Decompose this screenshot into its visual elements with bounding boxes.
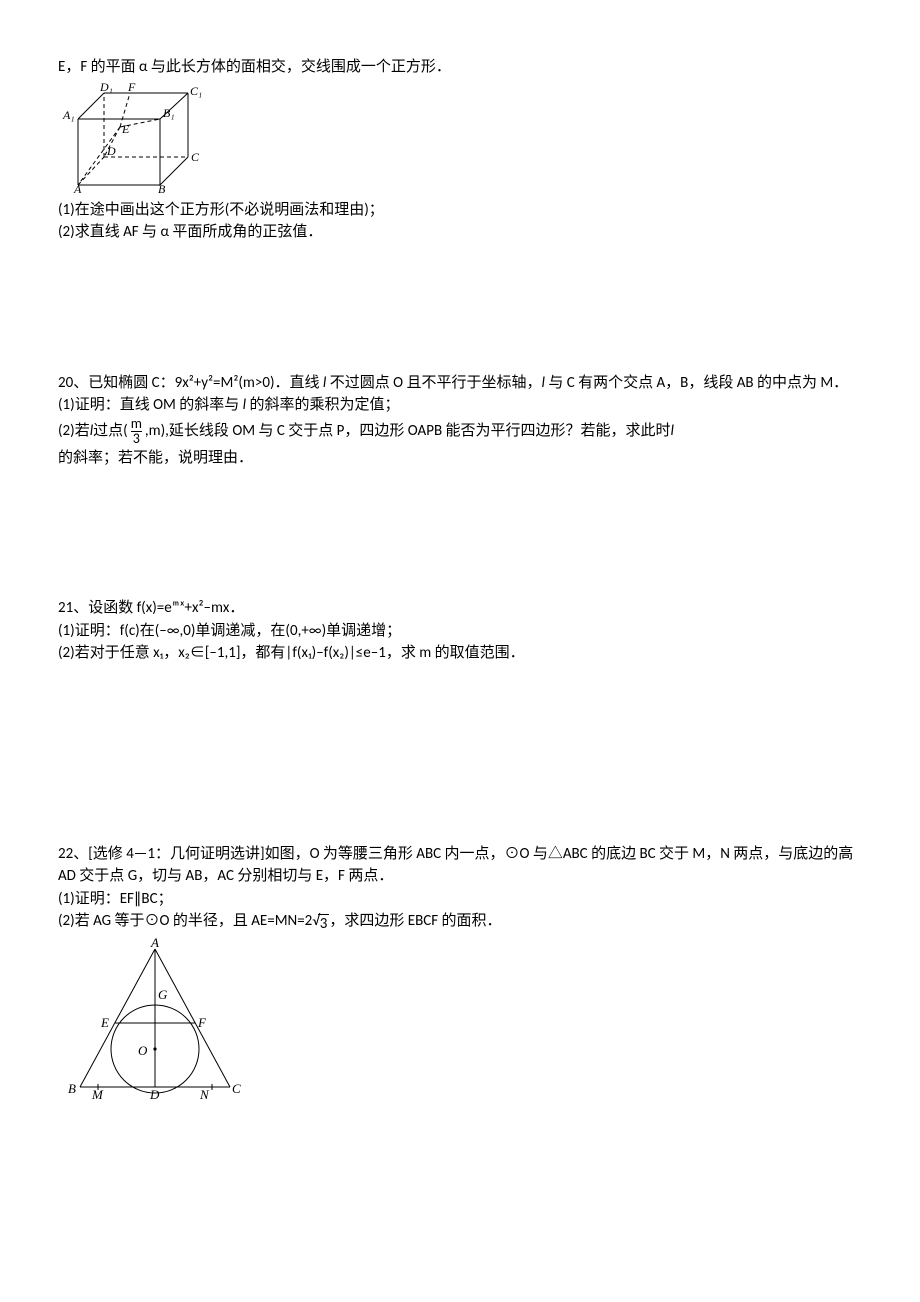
frac-num: m: [129, 417, 144, 432]
p19-q2: (2)求直线 AF 与 α 平面所成角的正弦值．: [58, 221, 862, 244]
p21-q2-b: e–1，求 m 的取值范围．: [363, 644, 524, 662]
p20-q2-c: ,m),延长线段 OM 与 C 交于点 P，四边形 OAPB 能否为平行四边形？…: [145, 420, 671, 443]
lbl-E: E: [100, 1015, 109, 1030]
lbl-B: B: [68, 1081, 76, 1096]
p22-q2-a: (2)若 AG 等于⊙O 的半径，且 AE=MN=2: [58, 912, 312, 930]
lbl-A: A: [73, 182, 82, 193]
p19-q1: (1)在途中画出这个正方形(不必说明画法和理由)；: [58, 199, 862, 222]
p22-intro: 22、[选修 4—1：几何证明选讲]如图，O 为等腰三角形 ABC 内一点，⊙O…: [58, 843, 862, 888]
radicand: 3: [318, 914, 330, 933]
p22-q1: (1)证明：EF∥BC；: [58, 888, 862, 911]
lbl-F: F: [127, 83, 136, 94]
lbl-B1: B₁: [163, 106, 175, 120]
lbl-D1: D₁: [99, 83, 113, 94]
p21: 21、设函数 f(x)=eᵐˣ+x²–mx． (1)证明：f(c)在(–∞,0)…: [58, 597, 862, 665]
p20-intro-a: 20、已知椭圆 C：9x²+y²=M²(m>0)．直线: [58, 374, 323, 392]
p20-intro: 20、已知椭圆 C：9x²+y²=M²(m>0)．直线 l 不过圆点 O 且不平…: [58, 372, 862, 395]
lbl-G: G: [158, 987, 168, 1002]
p21-q2: (2)若对于任意 x₁，x₂∈[–1,1]，都有|f(x₁)–f(x₂)|≤e–…: [58, 642, 862, 665]
lbl-O: O: [138, 1043, 148, 1058]
p20: 20、已知椭圆 C：9x²+y²=M²(m>0)．直线 l 不过圆点 O 且不平…: [58, 372, 862, 470]
p21-q2-a: (2)若对于任意 x₁，x₂∈[–1,1]，都有|f(x₁)–f(x₂)|: [58, 644, 356, 662]
p20-q1-a: (1)证明：直线 OM 的斜率与: [58, 396, 243, 414]
p22-q2: (2)若 AG 等于⊙O 的半径，且 AE=MN=2√3，求四边形 EBCF 的…: [58, 910, 862, 933]
p19: E，F 的平面 α 与此长方体的面相交，交线围成一个正方形．: [58, 56, 862, 244]
lbl-D: D: [106, 144, 116, 158]
lbl-N: N: [199, 1087, 210, 1102]
lbl-E: E: [121, 122, 130, 136]
p20-intro-b: 不过圆点 O 且不平行于坐标轴，: [326, 374, 541, 392]
p20-q2-a: (2)若: [58, 420, 90, 443]
lbl-D: D: [149, 1087, 160, 1102]
lbl-A1: A₁: [62, 108, 75, 122]
p19-intro: E，F 的平面 α 与此长方体的面相交，交线围成一个正方形．: [58, 56, 862, 79]
lbl-A: A: [150, 937, 159, 950]
p22-figure: A G E F O B M D N C: [60, 937, 862, 1112]
p20-q2-b: 过点(: [93, 420, 128, 443]
spacer: [58, 252, 862, 372]
lbl-F: F: [197, 1015, 207, 1030]
lbl-C: C: [232, 1081, 241, 1096]
p22: 22、[选修 4—1：几何证明选讲]如图，O 为等腰三角形 ABC 内一点，⊙O…: [58, 843, 862, 1113]
p20-q2: (2)若 l 过点(m3,m),延长线段 OM 与 C 交于点 P，四边形 OA…: [58, 417, 862, 470]
frac-den: 3: [131, 431, 142, 447]
frac-m-3: m3: [129, 417, 144, 447]
p20-q1: (1)证明：直线 OM 的斜率与 l 的斜率的乘积为定值；: [58, 394, 862, 417]
p19-figure: D₁ F C₁ A₁ B₁ E C D A B: [60, 83, 862, 193]
var-l: l: [671, 420, 674, 443]
lbl-B: B: [158, 182, 166, 193]
p20-intro-c: 与 C 有两个交点 A，B，线段 AB 的中点为 M．: [545, 374, 848, 392]
lbl-C: C: [191, 150, 200, 164]
lbl-C1: C₁: [190, 84, 202, 98]
p21-q1: (1)证明：f(c)在(–∞,0)单调递减，在(0,+∞)单调递增；: [58, 620, 862, 643]
p22-q2-b: ，求四边形 EBCF 的面积．: [329, 912, 501, 930]
spacer: [58, 673, 862, 843]
p21-line1: 21、设函数 f(x)=eᵐˣ+x²–mx．: [58, 597, 862, 620]
p20-q2-d: 的斜率；若不能，说明理由．: [58, 447, 253, 470]
sqrt-3: √3: [312, 914, 329, 933]
p20-q1-b: 的斜率的乘积为定值；: [246, 396, 399, 414]
spacer: [58, 477, 862, 597]
